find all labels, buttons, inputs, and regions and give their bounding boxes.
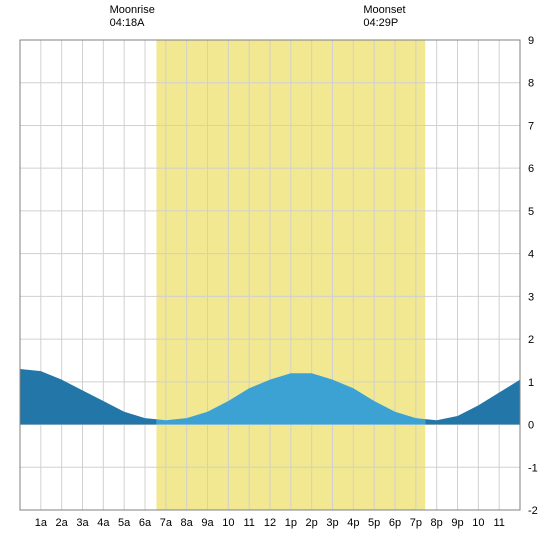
- x-tick-label: 11: [243, 517, 254, 529]
- x-tick-label: 4a: [97, 517, 110, 529]
- x-tick-label: 9p: [451, 517, 463, 529]
- x-tick-label: 5p: [368, 517, 380, 529]
- y-tick-label: 6: [528, 163, 534, 175]
- x-tick-label: 11: [493, 517, 504, 529]
- x-tick-label: 3p: [326, 517, 338, 529]
- y-tick-label: 5: [528, 206, 534, 218]
- x-tick-label: 9a: [201, 517, 214, 529]
- x-tick-label: 5a: [118, 517, 131, 529]
- x-tick-label: 7p: [410, 517, 422, 529]
- x-tick-label: 10: [472, 517, 484, 529]
- x-tick-label: 10: [222, 517, 234, 529]
- x-tick-label: 1p: [285, 517, 297, 529]
- y-tick-label: 4: [528, 249, 534, 261]
- y-tick-label: 1: [528, 377, 534, 389]
- x-tick-label: 2p: [306, 517, 318, 529]
- x-tick-label: 8a: [181, 517, 194, 529]
- x-tick-label: 1a: [35, 517, 48, 529]
- x-tick-label: 8p: [431, 517, 443, 529]
- y-tick-label: 7: [528, 120, 534, 132]
- y-tick-label: 9: [528, 35, 534, 47]
- chart-svg: -2-101234567891a2a3a4a5a6a7a8a9a1011121p…: [0, 0, 550, 550]
- x-tick-label: 4p: [347, 517, 359, 529]
- y-tick-label: 0: [528, 420, 534, 432]
- x-tick-label: 6a: [139, 517, 152, 529]
- y-tick-label: 3: [528, 291, 534, 303]
- x-tick-label: 7a: [160, 517, 173, 529]
- y-tick-label: -2: [528, 505, 538, 517]
- y-tick-label: 8: [528, 78, 534, 90]
- tide-chart: Moonrise04:18AMoonset04:29P -2-101234567…: [0, 0, 550, 550]
- y-tick-label: 2: [528, 334, 534, 346]
- x-tick-label: 2a: [56, 517, 69, 529]
- x-tick-label: 3a: [76, 517, 89, 529]
- x-tick-label: 12: [264, 517, 276, 529]
- x-tick-label: 6p: [389, 517, 401, 529]
- y-tick-label: -1: [528, 462, 538, 474]
